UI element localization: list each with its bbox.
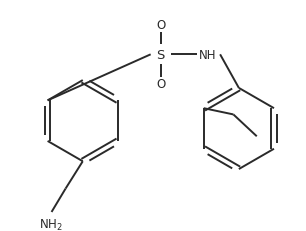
Text: NH: NH <box>199 49 216 61</box>
Text: O: O <box>156 78 166 91</box>
Text: O: O <box>156 19 166 32</box>
Text: NH$_2$: NH$_2$ <box>39 217 63 231</box>
Text: S: S <box>157 49 165 61</box>
